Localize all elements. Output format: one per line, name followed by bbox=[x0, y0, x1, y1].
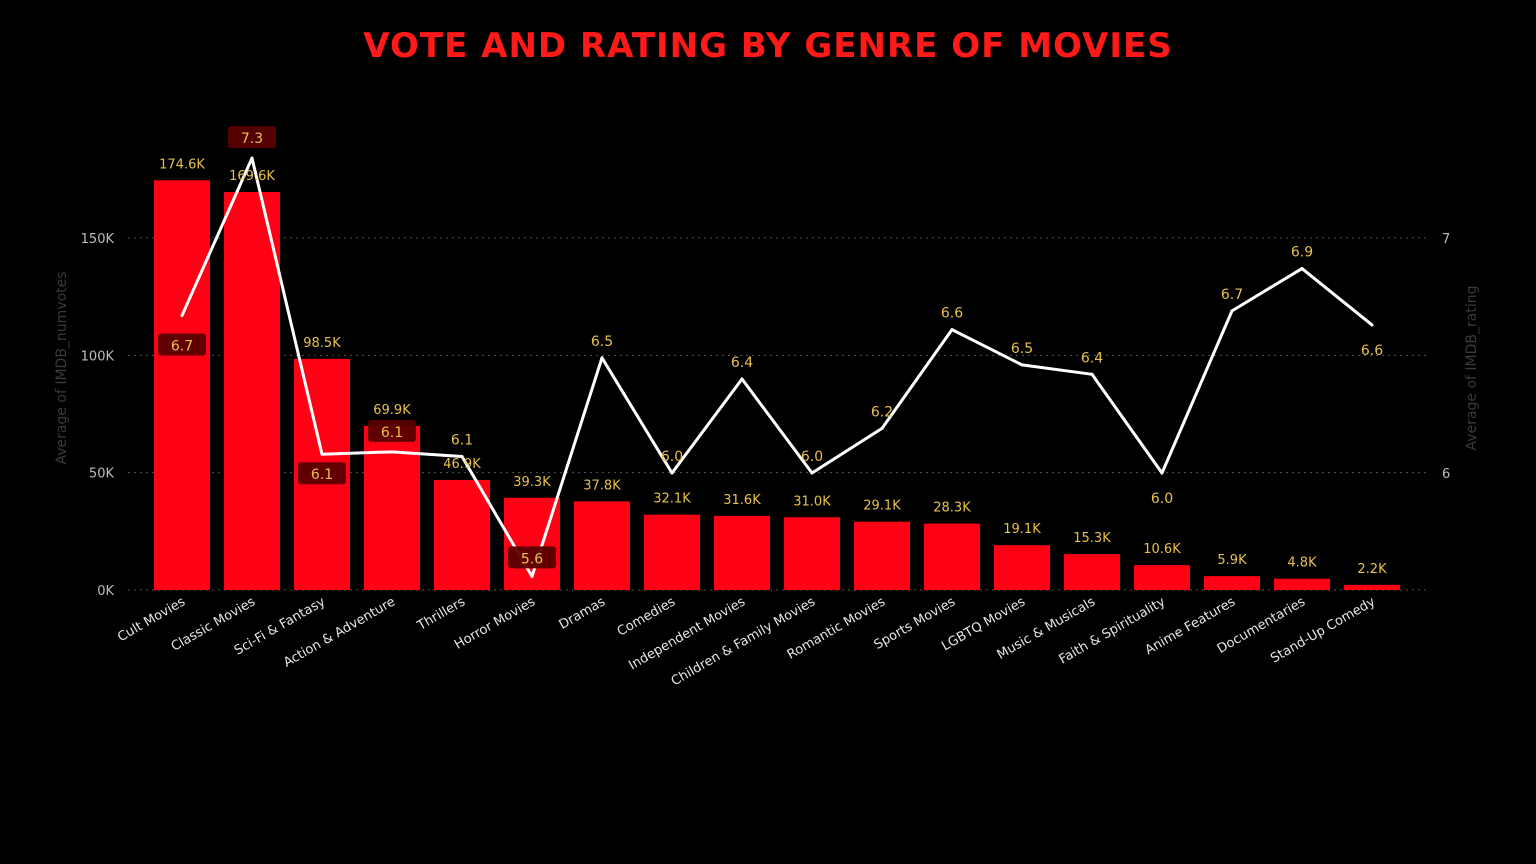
left-tick-label: 0K bbox=[97, 584, 114, 599]
rating-label-box bbox=[298, 462, 346, 485]
bar bbox=[434, 479, 490, 590]
rating-series-line bbox=[180, 156, 1373, 578]
bar bbox=[574, 501, 630, 590]
category-label: Comedies bbox=[615, 594, 678, 639]
bar bbox=[644, 514, 700, 590]
bar bbox=[1064, 554, 1120, 590]
rating-point bbox=[250, 156, 254, 160]
rating-label-box bbox=[158, 333, 206, 356]
bar bbox=[1134, 565, 1190, 590]
rating-point bbox=[390, 450, 394, 454]
bar-value-label: 37.8K bbox=[583, 478, 621, 493]
category-label: Thrillers bbox=[414, 594, 468, 634]
rating-value-label: 6.1 bbox=[381, 425, 403, 441]
bar-value-label: 29.1K bbox=[863, 499, 901, 514]
rating-point bbox=[460, 455, 464, 459]
rating-point bbox=[880, 426, 884, 430]
rating-value-label: 6.4 bbox=[731, 355, 753, 371]
bar-value-label: 28.3K bbox=[933, 501, 971, 516]
rating-label-box bbox=[508, 546, 556, 569]
rating-value-label: 6.9 bbox=[1291, 245, 1313, 261]
rating-value-label: 6.5 bbox=[1011, 341, 1033, 357]
rating-point bbox=[950, 328, 954, 332]
bar-value-label: 31.0K bbox=[793, 494, 831, 509]
bar-value-label: 15.3K bbox=[1073, 531, 1111, 546]
left-tick-label: 50K bbox=[89, 467, 115, 482]
rating-value-label: 6.2 bbox=[871, 404, 893, 420]
bar bbox=[784, 517, 840, 590]
right-axis-title: Average of IMDB_rating bbox=[1464, 286, 1480, 451]
rating-point bbox=[1160, 471, 1164, 475]
rating-value-label: 6.0 bbox=[661, 449, 683, 465]
rating-value-label: 6.1 bbox=[311, 467, 333, 483]
rating-value-label: 6.6 bbox=[941, 306, 963, 322]
rating-line bbox=[180, 156, 1374, 578]
bar-value-label: 31.6K bbox=[723, 493, 761, 508]
rating-value-label: 6.0 bbox=[801, 449, 823, 465]
category-label: Dramas bbox=[557, 594, 609, 632]
bar-value-label: 169.6K bbox=[229, 169, 275, 184]
rating-value-label: 6.1 bbox=[451, 433, 473, 449]
bar bbox=[854, 521, 910, 590]
rating-point bbox=[180, 314, 184, 318]
bar bbox=[924, 523, 980, 590]
left-axis-title: Average of IMDB_numvotes bbox=[54, 271, 70, 464]
bar-value-label: 4.8K bbox=[1287, 556, 1317, 571]
rating-point bbox=[320, 452, 324, 456]
right-tick-label: 7 bbox=[1442, 232, 1450, 247]
rating-point bbox=[810, 471, 814, 475]
rating-value-label: 6.7 bbox=[171, 339, 193, 355]
data-labels: 174.6K 169.6K 98.5K 69.9K 46.9K 39.3K 37.8K 32.… bbox=[158, 126, 1387, 577]
left-tick-label: 100K bbox=[81, 349, 115, 364]
bar bbox=[1204, 576, 1260, 590]
rating-value-label: 6.0 bbox=[1151, 491, 1173, 507]
rating-value-label: 6.7 bbox=[1221, 287, 1243, 303]
rating-point bbox=[1230, 309, 1234, 313]
bar-value-label: 174.6K bbox=[159, 157, 205, 172]
bar bbox=[224, 192, 280, 590]
right-tick-label: 6 bbox=[1442, 467, 1450, 482]
bar bbox=[714, 515, 770, 590]
chart-title: VOTE AND RATING BY GENRE OF MOVIES bbox=[363, 26, 1173, 66]
rating-point bbox=[530, 574, 534, 578]
bar-value-label: 98.5K bbox=[303, 336, 341, 351]
category-label: Independent Movies bbox=[626, 594, 748, 673]
bar-value-label: 39.3K bbox=[513, 475, 551, 490]
bar-value-label: 5.9K bbox=[1217, 553, 1247, 568]
category-label: Action & Adventure bbox=[281, 594, 398, 670]
bar-value-label: 46.9K bbox=[443, 457, 481, 472]
bar-value-label: 2.2K bbox=[1357, 562, 1387, 577]
bar-value-label: 69.9K bbox=[373, 403, 411, 418]
rating-point bbox=[670, 471, 674, 475]
rating-value-label: 6.4 bbox=[1081, 350, 1103, 366]
rating-point bbox=[1020, 363, 1024, 367]
rating-value-label: 5.6 bbox=[521, 551, 543, 567]
rating-point bbox=[1300, 267, 1304, 271]
rating-label-box bbox=[228, 126, 276, 149]
bar-value-label: 32.1K bbox=[653, 492, 691, 507]
rating-point bbox=[600, 356, 604, 360]
bar-value-label: 19.1K bbox=[1003, 522, 1041, 537]
bar bbox=[1344, 584, 1400, 590]
bar-value-label: 10.6K bbox=[1143, 542, 1181, 557]
rating-point bbox=[1370, 323, 1374, 327]
bar bbox=[994, 545, 1050, 590]
left-tick-label: 150K bbox=[81, 232, 115, 247]
rating-label-box bbox=[368, 419, 416, 442]
rating-point bbox=[1090, 372, 1094, 376]
rating-value-label: 6.6 bbox=[1361, 343, 1383, 359]
bar bbox=[154, 180, 210, 590]
bar bbox=[1274, 578, 1330, 590]
rating-value-label: 7.3 bbox=[241, 131, 263, 147]
bars bbox=[154, 180, 1400, 590]
rating-value-label: 6.5 bbox=[591, 334, 613, 350]
rating-point bbox=[740, 377, 744, 381]
